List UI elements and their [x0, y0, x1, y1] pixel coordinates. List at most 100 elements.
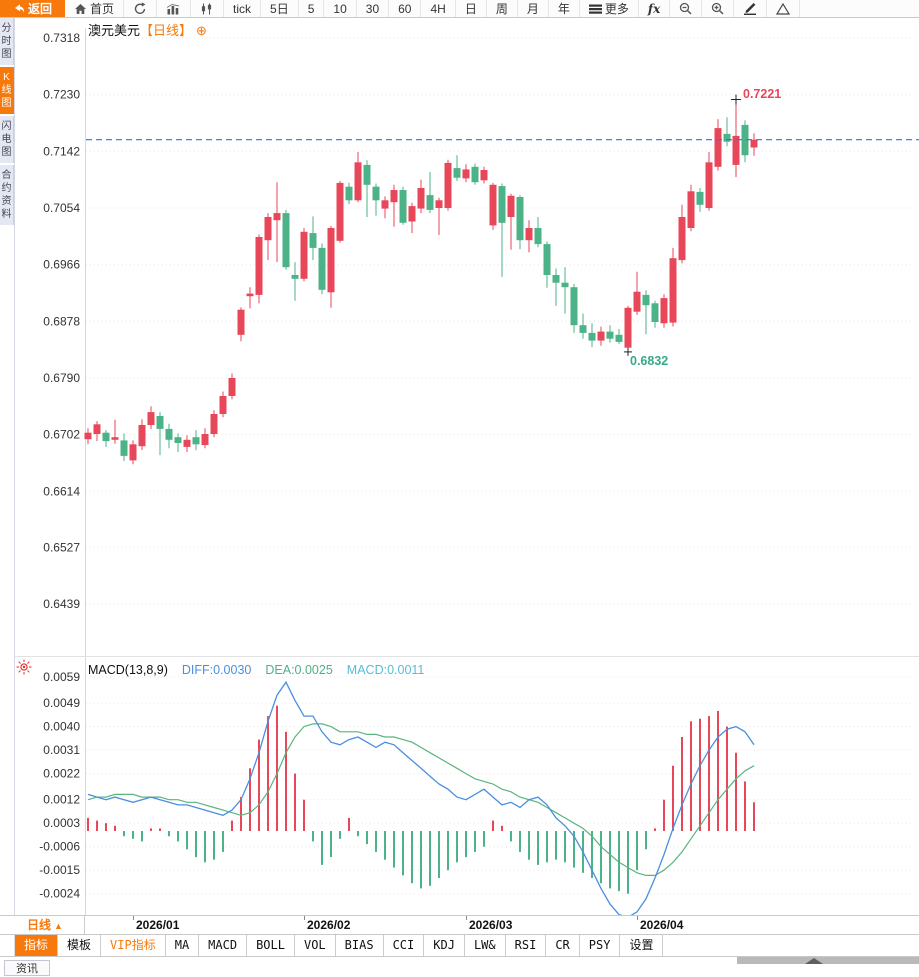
period-tag: 【日线】: [140, 23, 193, 38]
svg-text:0.0003: 0.0003: [43, 816, 80, 830]
svg-text:0.6527: 0.6527: [43, 540, 80, 554]
toolbar-zoom-out-button[interactable]: [670, 0, 703, 17]
month-tick: [133, 916, 134, 920]
toolbar-item-label: 更多: [604, 2, 629, 16]
period-selector[interactable]: 日线 ▲: [14, 916, 85, 934]
add-indicator-icon[interactable]: ⊕: [196, 23, 207, 38]
month-tick: [466, 916, 467, 920]
chart-title: 澳元美元【日线】 ⊕: [88, 20, 207, 39]
toolbar-back-arrow-button[interactable]: 返回: [0, 0, 66, 17]
toolbar-item-周[interactable]: 周: [487, 0, 518, 17]
indicator-sun-icon[interactable]: [15, 658, 33, 676]
toolbar-item-tick[interactable]: tick: [224, 0, 262, 17]
toolbar-item-label: 日: [464, 2, 477, 16]
svg-text:0.6878: 0.6878: [43, 314, 80, 328]
toolbar-item-fx[interactable]: fx: [639, 0, 671, 17]
tab-设置[interactable]: 设置: [620, 935, 664, 956]
svg-text:0.0031: 0.0031: [43, 743, 80, 757]
sidebar-item-分时图[interactable]: 分时图: [0, 18, 14, 65]
svg-text:0.7054: 0.7054: [43, 201, 80, 215]
tab-BOLL[interactable]: BOLL: [247, 935, 295, 956]
svg-text:0.6790: 0.6790: [43, 371, 80, 385]
scrollbar-grip-icon: [805, 958, 823, 964]
svg-text:0.6702: 0.6702: [43, 428, 80, 442]
toolbar-zoom-in-button[interactable]: [702, 0, 735, 17]
toolbar-item-label: 4H: [430, 1, 446, 16]
toolbar-item-label: fx: [647, 1, 661, 16]
toolbar-item-月[interactable]: 月: [518, 0, 549, 17]
toolbar-item-5日[interactable]: 5日: [261, 0, 299, 17]
tab-MACD[interactable]: MACD: [199, 935, 248, 956]
horizontal-scrollbar[interactable]: [737, 957, 919, 964]
toolbar-item-label: 月: [526, 2, 539, 16]
toolbar-item-5[interactable]: 5: [299, 0, 325, 17]
pen-icon: [743, 2, 757, 15]
tab-LW&[interactable]: LW&: [465, 935, 506, 956]
svg-text:0.0022: 0.0022: [43, 767, 80, 781]
tab-CCI[interactable]: CCI: [384, 935, 425, 956]
time-axis-row: 日线 ▲ 2026/01 2026/02 2026/03 2026/04: [0, 915, 919, 935]
low-price-label: 0.6832: [630, 353, 669, 368]
sidebar-item-闪电图[interactable]: 闪电图: [0, 116, 14, 163]
triangle-icon: [776, 2, 791, 15]
month-label: 2026/02: [307, 918, 351, 932]
toolbar-item-日[interactable]: 日: [456, 0, 487, 17]
toolbar-item-label: 返回: [28, 2, 53, 16]
toolbar-candlestick-button[interactable]: [191, 0, 225, 17]
toolbar-item-4h[interactable]: 4H: [421, 0, 456, 17]
tab-CR[interactable]: CR: [546, 935, 580, 956]
svg-text:-0.0006: -0.0006: [39, 840, 80, 854]
tab-RSI[interactable]: RSI: [506, 935, 547, 956]
svg-text:0.6614: 0.6614: [43, 484, 80, 498]
toolbar-item-label: 10: [333, 1, 347, 16]
svg-text:0.7142: 0.7142: [43, 144, 80, 158]
macd-diff-value: DIFF:0.0030: [181, 663, 252, 677]
toolbar-item-label: 周: [495, 2, 508, 16]
tab-MA[interactable]: MA: [166, 935, 200, 956]
tab-BIAS[interactable]: BIAS: [336, 935, 384, 956]
toolbar-menu-button[interactable]: 更多: [580, 0, 639, 17]
zoom-out-icon: [679, 2, 692, 15]
tab-VIP指标[interactable]: VIP指标: [101, 935, 166, 956]
toolbar-triangle-button[interactable]: [767, 0, 801, 17]
zoom-in-icon: [711, 2, 724, 15]
toolbar-bar-chart-button[interactable]: [157, 0, 192, 17]
month-tick: [304, 916, 305, 920]
symbol-name: 澳元美元: [88, 23, 141, 38]
tab-PSY[interactable]: PSY: [580, 935, 621, 956]
toolbar-item-label: 5日: [270, 2, 289, 16]
refresh-icon: [133, 2, 147, 15]
svg-text:0.6966: 0.6966: [43, 258, 80, 272]
toolbar-item-label: 首页: [90, 2, 115, 16]
month-label: 2026/03: [469, 918, 513, 932]
candlestick-icon: [200, 3, 214, 15]
toolbar-pen-button[interactable]: [734, 0, 768, 17]
bar-chart-icon: [166, 3, 181, 15]
period-label: 日线: [27, 918, 52, 932]
toolbar-refresh-button[interactable]: [124, 0, 158, 17]
toolbar-item-年[interactable]: 年: [549, 0, 580, 17]
toolbar-item-10[interactable]: 10: [324, 0, 357, 17]
svg-text:0.6439: 0.6439: [43, 597, 80, 611]
tab-指标[interactable]: 指标: [15, 935, 59, 956]
tab-VOL[interactable]: VOL: [295, 935, 336, 956]
sidebar-item-合约资料[interactable]: 合约资料: [0, 165, 14, 225]
news-tab[interactable]: 资讯: [4, 960, 50, 976]
svg-text:-0.0024: -0.0024: [39, 887, 80, 901]
svg-text:0.0012: 0.0012: [43, 793, 80, 807]
tab-模板[interactable]: 模板: [58, 935, 102, 956]
toolbar-item-60[interactable]: 60: [389, 0, 422, 17]
home-icon: [74, 3, 87, 15]
toolbar-home-button[interactable]: 首页: [65, 0, 125, 17]
tab-KDJ[interactable]: KDJ: [424, 935, 465, 956]
svg-text:0.0040: 0.0040: [43, 720, 80, 734]
back-arrow-icon: [13, 3, 25, 15]
svg-text:0.0049: 0.0049: [43, 696, 80, 710]
toolbar-item-30[interactable]: 30: [357, 0, 390, 17]
period-arrow-icon: ▲: [54, 921, 63, 931]
macd-header: MACD(13,8,9) DIFF:0.0030 DEA:0.0025 MACD:0.…: [88, 663, 438, 677]
